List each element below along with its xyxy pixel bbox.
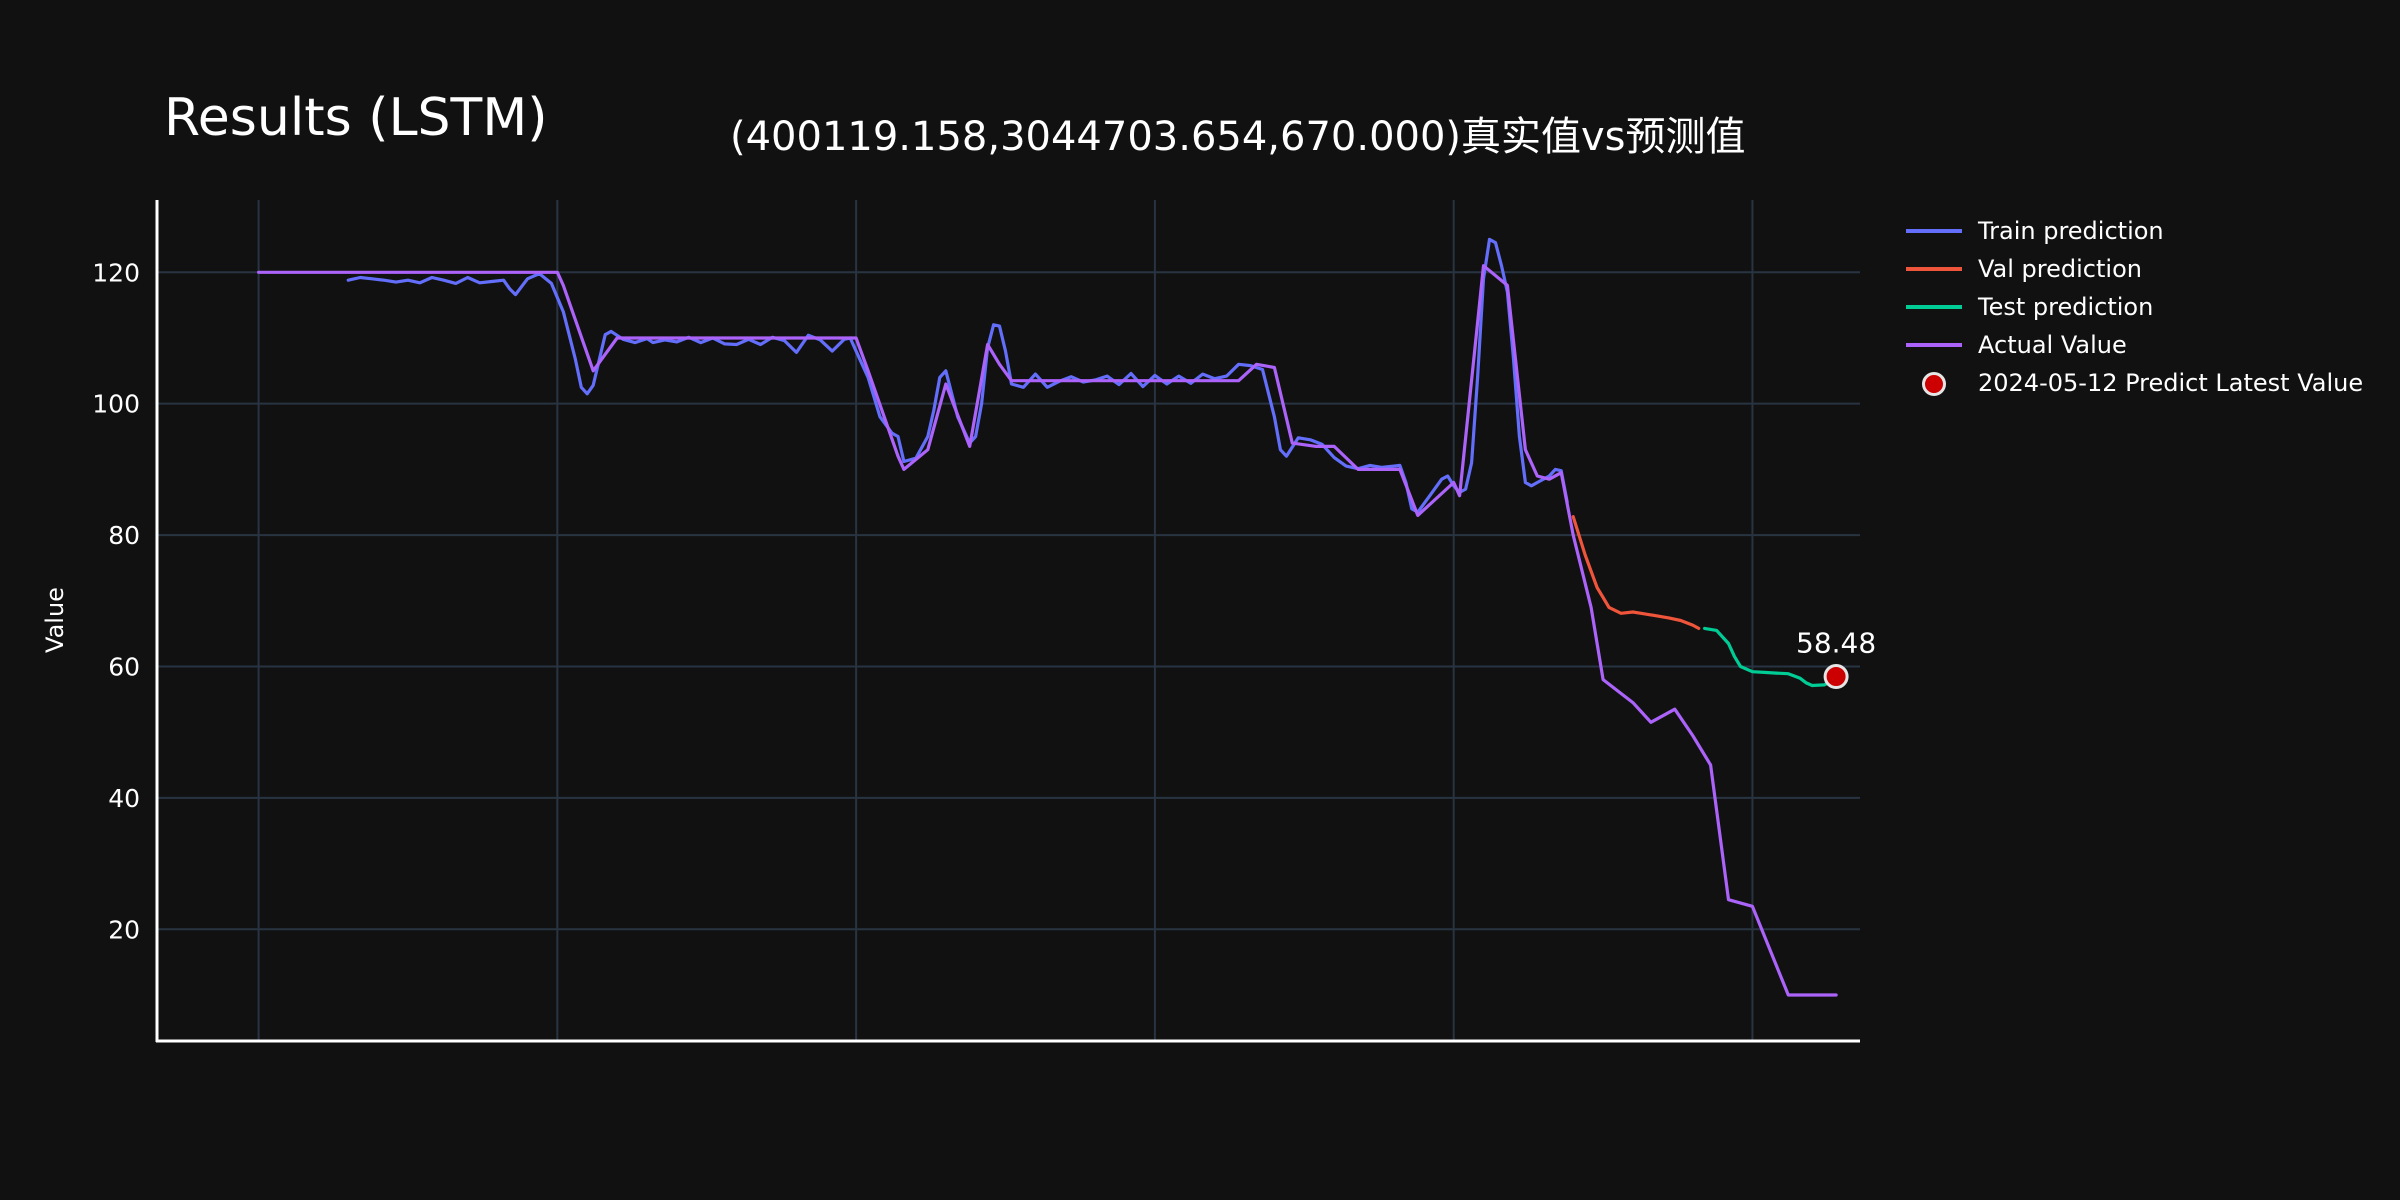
series-line-0[interactable]	[346, 237, 1569, 514]
legend-item-train[interactable]: Train prediction	[1904, 212, 2363, 250]
legend-item-marker[interactable]: 2024-05-12 Predict Latest Value	[1904, 364, 2363, 402]
grid-lines	[157, 200, 1860, 1041]
y-tick-label: 20	[108, 915, 140, 944]
y-axis-label: Value	[41, 587, 69, 653]
series-line-2[interactable]	[1703, 626, 1838, 688]
legend-label-train: Train prediction	[1978, 217, 2164, 245]
series-group	[257, 237, 1838, 997]
legend-swatch-marker	[1904, 364, 1964, 402]
y-tick-label: 40	[108, 784, 140, 813]
y-tick-labels: 20 40 60 80 100 120	[92, 258, 140, 944]
chart-subtitle: (400119.158,3044703.654,670.000)真实值vs预测值	[730, 114, 1746, 160]
y-tick-label: 100	[92, 390, 140, 419]
legend-item-val[interactable]: Val prediction	[1904, 250, 2363, 288]
latest-value-label: 58.48	[1796, 626, 1876, 659]
legend-label-test: Test prediction	[1978, 293, 2154, 321]
y-tick-label: 120	[92, 258, 140, 287]
latest-value-marker-group: 58.48	[1796, 626, 1876, 689]
latest-value-marker[interactable]	[1823, 663, 1849, 689]
series-line-3[interactable]	[257, 264, 1838, 997]
legend-swatch-val	[1904, 250, 1964, 288]
y-tick-label: 60	[108, 652, 140, 681]
legend[interactable]: Train prediction Val prediction Test pre…	[1904, 212, 2363, 402]
legend-swatch-actual	[1904, 326, 1964, 364]
legend-label-marker: 2024-05-12 Predict Latest Value	[1978, 369, 2364, 397]
y-tick-label: 80	[108, 521, 140, 550]
legend-label-val: Val prediction	[1978, 255, 2142, 283]
axes	[155, 200, 1860, 1043]
legend-swatch-test	[1904, 288, 1964, 326]
legend-label-actual: Actual Value	[1978, 331, 2127, 359]
legend-item-actual[interactable]: Actual Value	[1904, 326, 2363, 364]
legend-swatch-train	[1904, 212, 1964, 250]
series-line-1[interactable]	[1571, 515, 1701, 630]
chart-title: Results (LSTM)	[164, 88, 548, 148]
legend-item-test[interactable]: Test prediction	[1904, 288, 2363, 326]
